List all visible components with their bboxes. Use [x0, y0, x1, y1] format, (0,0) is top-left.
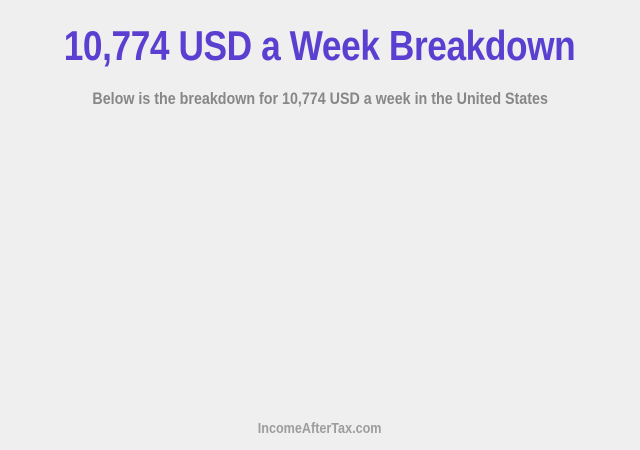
page-title-text: 10,774 USD a Week Breakdown	[64, 22, 576, 69]
site-name-label: IncomeAfterTax.com	[258, 420, 382, 437]
page-subtitle-text: Below is the breakdown for 10,774 USD a …	[92, 89, 548, 108]
page-subtitle: Below is the breakdown for 10,774 USD a …	[0, 89, 640, 109]
page-title: 10,774 USD a Week Breakdown	[0, 0, 640, 72]
site-footer: IncomeAfterTax.com	[0, 421, 640, 437]
